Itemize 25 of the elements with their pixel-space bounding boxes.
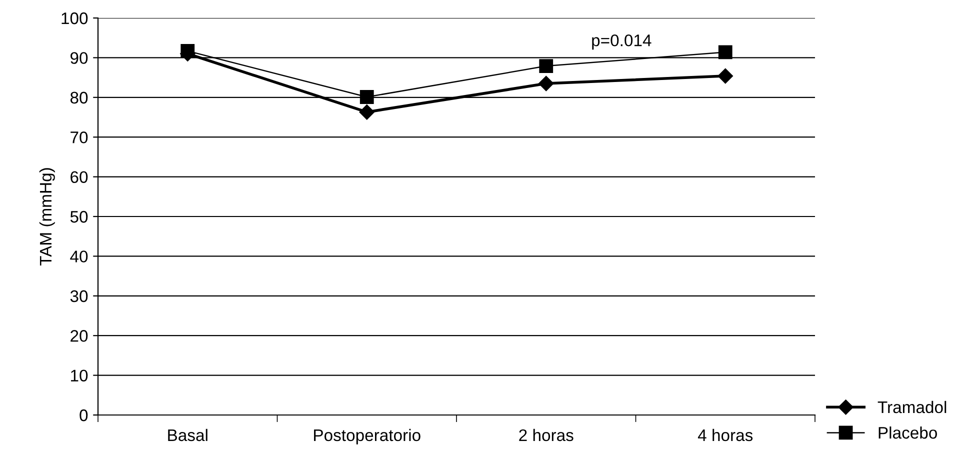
x-tick-label: Basal: [168, 428, 208, 442]
y-tick-label: 40: [70, 250, 88, 262]
y-tick-label: 50: [70, 210, 88, 223]
y-tick-label: 30: [70, 290, 88, 302]
x-tick-label: 2 horas: [519, 428, 574, 442]
point: [359, 104, 374, 120]
point: [539, 59, 554, 73]
y-tick-label: 60: [70, 171, 88, 184]
legend-label: Tramadol: [878, 400, 946, 414]
y-tick-label: 90: [70, 52, 88, 64]
x-tick-label: 4 horas: [698, 428, 753, 442]
y-tick-label: 20: [70, 330, 88, 342]
point: [718, 45, 732, 60]
x-tick-label: Postoperatorio: [314, 428, 420, 444]
y-tick-label: 10: [71, 370, 88, 382]
y-tick-label: 100: [62, 12, 88, 24]
annotation: p=0.014: [592, 34, 652, 50]
legend-label: Placebo: [878, 426, 937, 439]
y-tick-label: 80: [70, 92, 88, 104]
y-axis-title: TAM (mmHg): [39, 168, 55, 266]
point: [718, 68, 733, 84]
y-tick-label: 70: [70, 132, 88, 144]
point: [360, 90, 374, 104]
y-tick-label: 0: [80, 409, 88, 422]
point: [538, 76, 554, 92]
